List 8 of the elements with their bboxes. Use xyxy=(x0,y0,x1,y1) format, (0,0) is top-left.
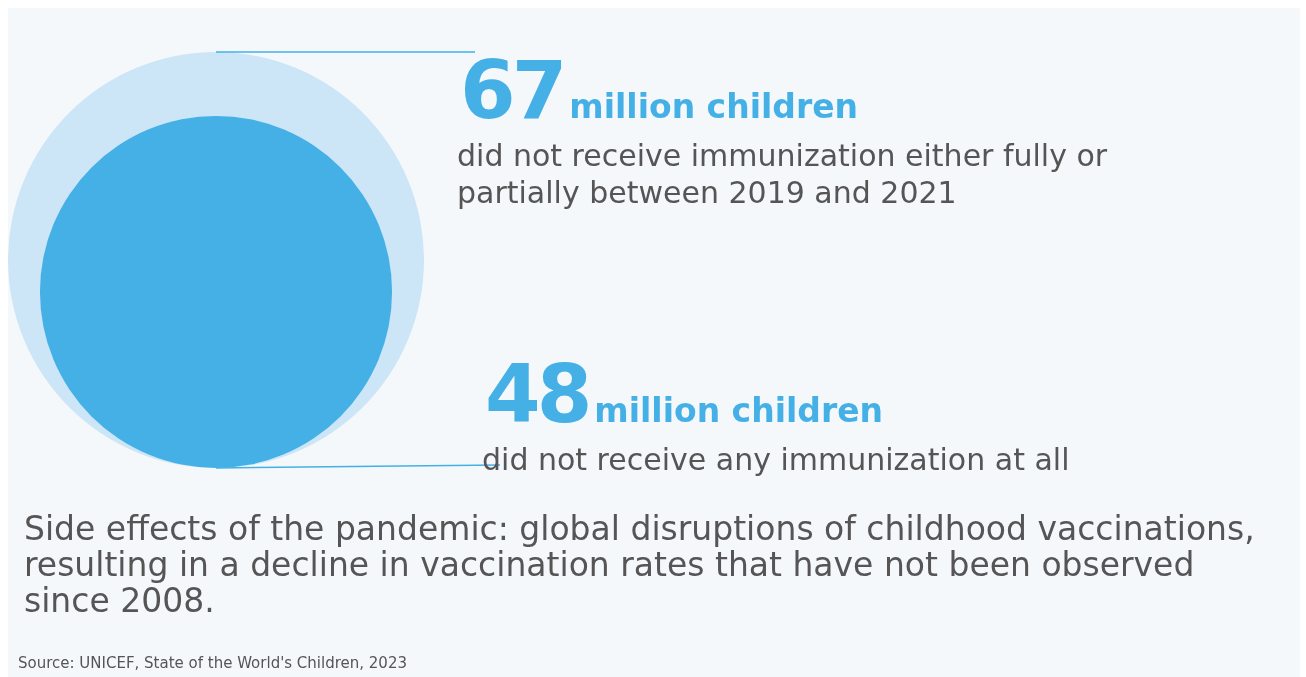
text: Side effects of the pandemic: global disruptions of childhood vaccinations, resulting in a decline in vaccination rates that have not been observed since 2008. xyxy=(24,509,1255,620)
source-note: Source: UNICEF, State of the World's Children, 2023 xyxy=(18,654,407,672)
data-label: 48 xyxy=(485,348,589,441)
text: million children xyxy=(569,87,859,126)
category-label: did not receive any immunization at all xyxy=(482,442,1070,477)
data-label: 67 xyxy=(460,44,564,137)
text: million children xyxy=(594,391,884,430)
category-label: did not receive immunization either fully or partially between 2019 and 2021 xyxy=(457,138,1108,210)
